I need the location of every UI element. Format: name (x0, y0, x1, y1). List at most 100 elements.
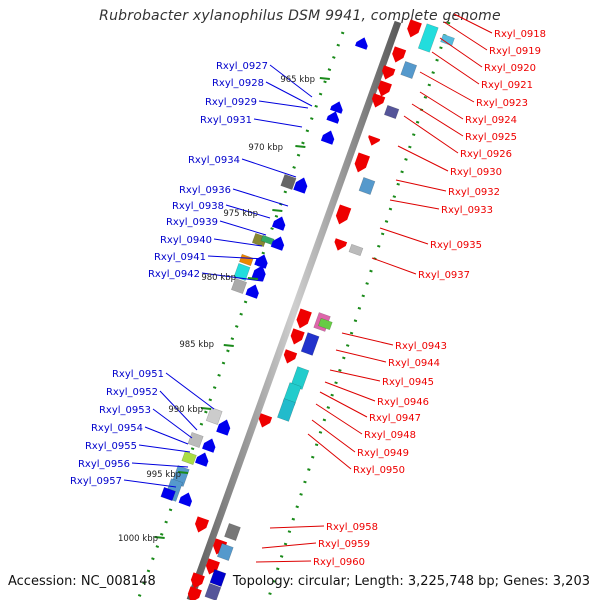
gene-block (277, 398, 296, 422)
right-gene-label: Rxyl_0948 (364, 430, 416, 441)
left-gene-label: Rxyl_0936 (179, 185, 231, 196)
gene-features (160, 19, 455, 600)
right-gene-label: Rxyl_0923 (476, 98, 528, 109)
right-gene-label: Rxyl_0921 (481, 80, 533, 91)
left-gene-label: Rxyl_0941 (154, 252, 206, 263)
right-gene-label: Rxyl_0949 (357, 448, 409, 459)
label-leader-lines (123, 13, 493, 563)
gene-arrow (296, 308, 312, 329)
gene-block (417, 23, 439, 53)
right-gene-label: Rxyl_0937 (418, 270, 470, 281)
right-gene-label: Rxyl_0919 (489, 46, 541, 57)
gene-arrow (377, 80, 392, 97)
left-gene-label: Rxyl_0942 (148, 269, 200, 280)
gene-block (204, 583, 222, 600)
right-gene-label: Rxyl_0950 (353, 465, 405, 476)
kbp-tick-mark (319, 77, 330, 80)
gene-block (205, 407, 223, 425)
gene-arrow (202, 438, 216, 453)
kbp-tick-mark (200, 407, 212, 410)
left-gene-label: Rxyl_0934 (188, 155, 240, 166)
right-gene-label: Rxyl_0945 (382, 377, 434, 388)
kbp-tick-mark (247, 277, 258, 280)
genome-backbone (186, 20, 402, 600)
left-gene-label: Rxyl_0956 (78, 459, 130, 470)
right-gene-label: Rxyl_0958 (326, 522, 378, 533)
left-gene-label: Rxyl_0940 (160, 235, 212, 246)
right-gene-label: Rxyl_0944 (388, 358, 440, 369)
gene-block (160, 486, 176, 502)
gene-arrow (334, 238, 348, 251)
gene-block (358, 177, 376, 195)
gene-block (400, 61, 418, 79)
gene-block (383, 104, 400, 120)
gene-block (239, 253, 254, 267)
gene-arrow (254, 254, 268, 269)
kbp-tick-mark (272, 209, 283, 212)
gene-arrow (190, 572, 205, 589)
gene-arrow (335, 204, 352, 225)
left-gene-label: Rxyl_0928 (212, 78, 264, 89)
left-gene-label: Rxyl_0931 (200, 115, 252, 126)
kbp-tick-label: 985 kbp (179, 340, 214, 350)
right-gene-label: Rxyl_0925 (465, 132, 517, 143)
right-gene-label: Rxyl_0959 (318, 539, 370, 550)
gene-block (318, 317, 333, 331)
left-gene-label: Rxyl_0955 (85, 441, 137, 452)
right-gene-label: Rxyl_0933 (441, 205, 493, 216)
kbp-ticks: 965 kbp 970 kbp 975 kbp 980 kbp 985 kbp 990 k… (118, 75, 330, 544)
gene-arrow (195, 516, 210, 533)
right-gene-label: Rxyl_0920 (484, 63, 536, 74)
kbp-tick-mark (154, 536, 165, 539)
gene-arrow (392, 46, 407, 63)
gene-arrow (382, 65, 396, 80)
kbp-tick-label: 995 kbp (146, 470, 181, 480)
left-gene-label: Rxyl_0939 (166, 217, 218, 228)
gene-arrow (258, 413, 273, 428)
gene-arrow (187, 586, 202, 600)
gene-block (230, 278, 247, 294)
right-gene-label: Rxyl_0926 (460, 149, 512, 160)
left-gene-label: Rxyl_0929 (205, 97, 257, 108)
gene-arrow (320, 130, 335, 145)
gene-arrow (271, 216, 286, 231)
right-gene-label: Rxyl_0935 (430, 240, 482, 251)
left-gene-label: Rxyl_0954 (91, 423, 143, 434)
left-gene-label: Rxyl_0951 (112, 369, 164, 380)
gene-arrow (216, 419, 231, 436)
kbp-tick-mark (177, 471, 189, 474)
gene-arrow (290, 328, 305, 345)
genome-title: Rubrobacter xylanophilus DSM 9941, compl… (99, 8, 501, 24)
gene-arrow (371, 93, 386, 108)
gene-block (187, 432, 204, 448)
gene-arrow (407, 19, 422, 38)
right-gene-label: Rxyl_0932 (448, 187, 500, 198)
gene-arrow (326, 111, 340, 124)
gene-arrow (270, 236, 285, 251)
gene-arrow (354, 152, 370, 173)
gene-labels: Rxyl_0927 Rxyl_0928 Rxyl_0929 Rxyl_0931 Rxyl… (70, 29, 546, 568)
right-gene-label: Rxyl_0960 (313, 557, 365, 568)
gene-block (348, 243, 364, 257)
gene-arrow (368, 135, 381, 146)
gene-block (280, 174, 297, 190)
kbp-tick-label: 965 kbp (280, 75, 315, 85)
gene-arrow (205, 558, 220, 575)
gene-block (233, 263, 251, 281)
gene-block (224, 523, 241, 541)
gene-arrow (245, 284, 259, 299)
kbp-tick-label: 990 kbp (168, 405, 203, 415)
right-gene-label: Rxyl_0946 (377, 397, 429, 408)
right-gene-label: Rxyl_0924 (465, 115, 517, 126)
left-gene-label: Rxyl_0953 (99, 405, 151, 416)
kbp-tick-label: 980 kbp (201, 273, 236, 283)
gene-arrow (178, 492, 192, 507)
left-gene-label: Rxyl_0938 (172, 201, 224, 212)
gene-arrow (293, 177, 308, 194)
gene-arrow (283, 349, 298, 364)
left-gene-label: Rxyl_0957 (70, 476, 122, 487)
gene-block (440, 33, 455, 47)
gene-arrow (330, 101, 343, 114)
kbp-tick-label: 975 kbp (223, 209, 258, 219)
